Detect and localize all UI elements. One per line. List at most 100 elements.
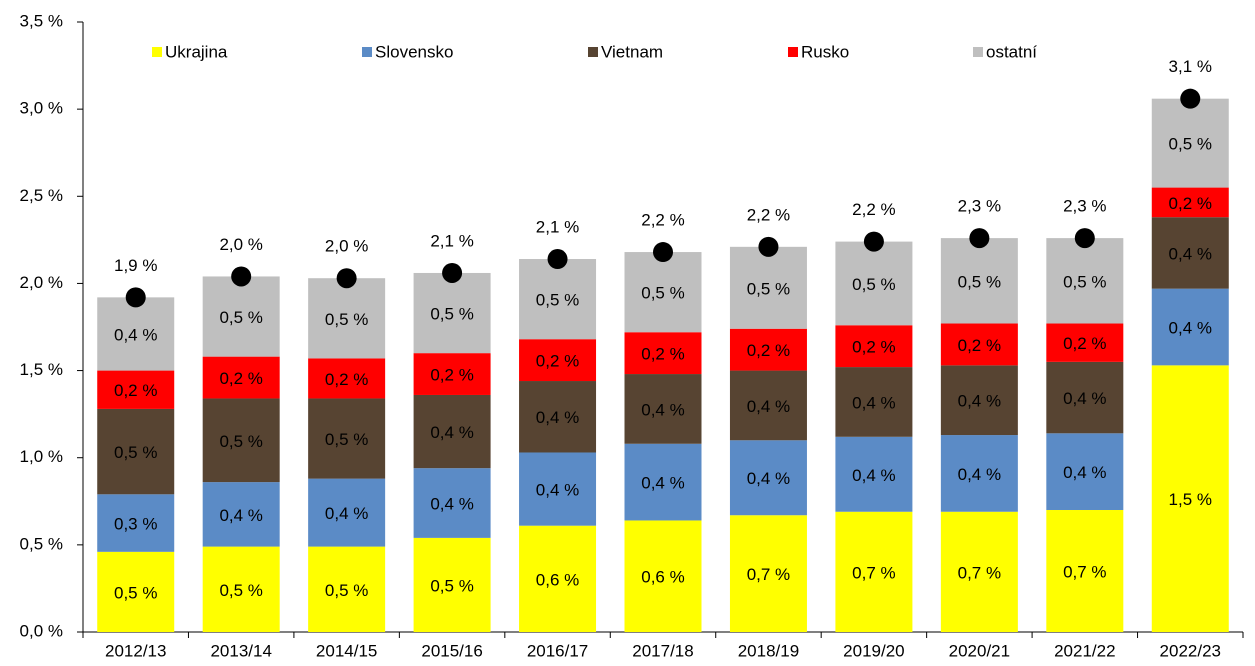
data-label: 0,5 % [114,443,157,462]
data-label: 0,4 % [747,397,790,416]
total-dot [125,287,146,308]
bar-segment [308,358,386,399]
bar-segment [624,520,702,632]
data-label: 0,4 % [430,495,473,514]
total-label: 2,3 % [958,197,1001,216]
data-label: 0,2 % [852,338,895,357]
total-label: 2,2 % [747,205,790,224]
bar-segment [97,297,175,371]
data-label: 0,5 % [641,284,684,303]
total-dot [336,268,357,289]
total-label: 2,0 % [219,235,262,254]
bar-segment [413,353,491,395]
data-label: 0,2 % [536,352,579,371]
x-tick-label: 2013/14 [210,641,271,660]
x-tick-label: 2012/13 [105,641,166,660]
legend-swatch [973,47,983,57]
bar-segment [940,511,1018,632]
bar-segment [1151,98,1229,188]
bar-segment [1151,365,1229,632]
bar-segment [1046,361,1124,434]
data-label: 0,6 % [641,568,684,587]
x-tick-label: 2014/15 [316,641,377,660]
bar-segment [519,525,597,632]
total-dot [442,262,463,283]
data-label: 0,5 % [325,430,368,449]
bar-segment [413,537,491,632]
data-label: 0,4 % [325,504,368,523]
data-label: 0,5 % [747,279,790,298]
legend-label: ostatní [986,42,1037,61]
bar-segment [308,398,386,479]
x-tick-label: 2017/18 [632,641,693,660]
bar-segment [308,546,386,632]
data-label: 0,5 % [219,432,262,451]
data-label: 0,7 % [1063,562,1106,581]
legend-swatch [788,47,798,57]
bar-segment [624,252,702,333]
bar-segment [519,339,597,382]
data-label: 0,2 % [430,366,473,385]
data-label: 0,2 % [219,369,262,388]
bar-segment [413,468,491,538]
data-label: 0,4 % [430,423,473,442]
x-tick-label: 2016/17 [527,641,588,660]
bar-segment [519,259,597,340]
data-label: 0,5 % [1169,135,1212,154]
data-label: 0,7 % [958,563,1001,582]
data-label: 0,5 % [1063,272,1106,291]
bar-segment [1151,217,1229,289]
data-label: 0,5 % [430,305,473,324]
data-label: 0,5 % [325,310,368,329]
bar-segment [413,394,491,469]
data-label: 0,2 % [641,345,684,364]
y-tick-label: 3,0 % [20,99,63,118]
bar-segment [835,241,913,326]
data-label: 0,2 % [1063,334,1106,353]
bar-segment [308,278,386,359]
data-label: 0,4 % [1063,463,1106,482]
y-tick-label: 0,0 % [20,621,63,640]
x-tick-label: 2019/20 [843,641,904,660]
bar-segment [202,482,280,547]
y-tick-label: 3,5 % [20,11,63,30]
data-label: 0,4 % [641,400,684,419]
bar-segment [519,381,597,453]
bar-segment [202,546,280,632]
bar-segment [835,325,913,368]
total-dot [1074,228,1095,249]
bar-segment [1046,323,1124,362]
data-label: 0,5 % [219,581,262,600]
total-label: 2,0 % [325,237,368,256]
data-label: 0,5 % [325,581,368,600]
bar-segment [97,494,175,552]
bar-segment [1151,187,1229,218]
y-tick-label: 2,0 % [20,273,63,292]
total-label: 1,9 % [114,256,157,275]
data-label: 0,4 % [536,481,579,500]
x-tick-label: 2020/21 [949,641,1010,660]
data-label: 0,2 % [1169,194,1212,213]
y-tick-label: 0,5 % [20,534,63,553]
total-dot [653,242,673,263]
data-label: 0,4 % [852,393,895,412]
total-label: 2,1 % [536,218,579,237]
y-tick-label: 1,5 % [20,360,63,379]
data-label: 0,4 % [219,506,262,525]
legend-swatch [362,47,372,57]
bar-segment [835,367,913,437]
data-label: 0,5 % [219,308,262,327]
bar-segment [519,452,597,526]
bar-segment [413,272,491,354]
data-label: 0,2 % [325,370,368,389]
bar-segment [624,332,702,375]
y-tick-label: 2,5 % [20,186,63,205]
data-label: 0,5 % [430,576,473,595]
bar-segment [624,443,702,521]
total-dot [969,228,990,249]
bar-segment [97,551,175,632]
legend-swatch [588,47,598,57]
bar-segment [729,246,807,329]
data-label: 0,4 % [1169,244,1212,263]
